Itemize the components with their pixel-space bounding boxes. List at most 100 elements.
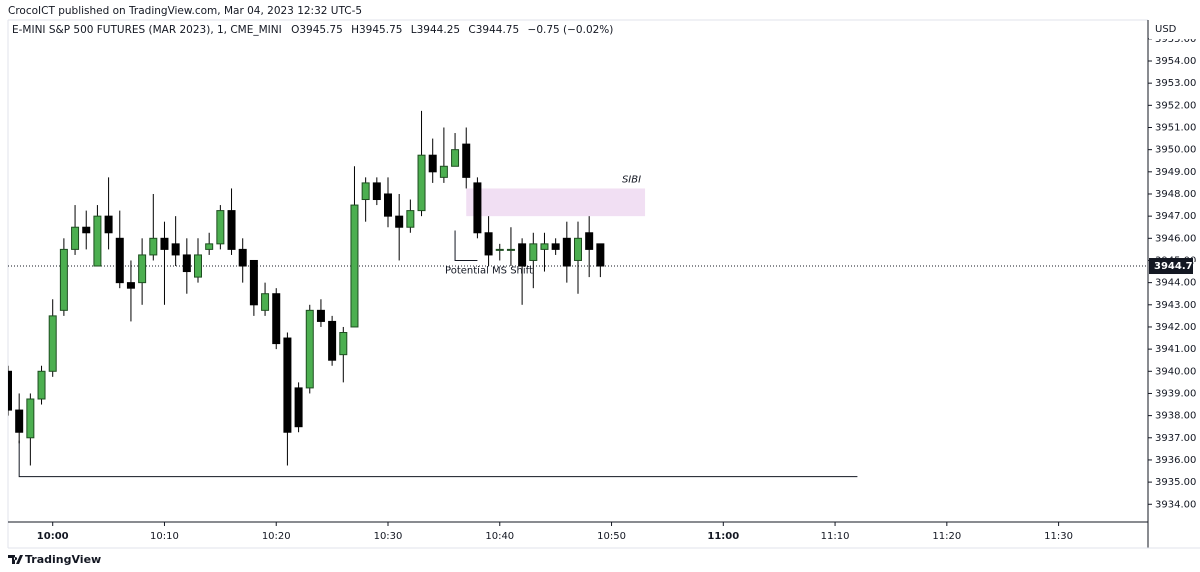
x-tick-label: 10:00 — [37, 531, 69, 542]
y-tick-label: 3940.00 — [1155, 366, 1196, 377]
y-tick-label: 3948.00 — [1155, 189, 1196, 200]
candle-body-down — [596, 243, 605, 267]
ohlc-close: C3944.75 — [468, 24, 519, 36]
y-tick-label: 3953.00 — [1155, 78, 1196, 89]
candle-body-up — [574, 237, 582, 261]
x-tick-label: 10:30 — [374, 531, 403, 542]
candle-body-up — [37, 370, 46, 400]
candle-body-down — [562, 237, 571, 267]
plot-area: SIBI Potential MS Shift — [8, 110, 1148, 478]
candle-body-up — [194, 254, 202, 278]
y-tick-label: 3936.00 — [1155, 455, 1196, 466]
y-tick-label: 3942.00 — [1155, 322, 1196, 333]
ms-shift-line — [454, 230, 478, 261]
x-tick-label: 10:10 — [150, 531, 179, 542]
y-tick-label: 3946.00 — [1155, 233, 1196, 244]
candle-body-down — [126, 282, 135, 289]
candle-body-up — [350, 204, 359, 328]
currency-backdrop — [1149, 21, 1199, 39]
candle-body-up — [406, 210, 415, 228]
candle-body-up — [216, 210, 225, 245]
low-line — [18, 440, 858, 478]
candle-body-down — [227, 210, 236, 250]
published-line: CrocoICT published on TradingView.com, M… — [8, 5, 362, 17]
symbol-line: E-MINI S&P 500 FUTURES (MAR 2023), 1, CM… — [12, 24, 613, 36]
y-tick-label: 3943.00 — [1155, 300, 1196, 311]
ms-shift-label: Potential MS Shift — [445, 265, 533, 276]
ohlc-low: L3944.25 — [411, 24, 460, 36]
y-tick-label: 3955.00 — [1155, 34, 1196, 45]
candle-body-down — [384, 193, 392, 217]
y-tick-label: 3937.00 — [1155, 433, 1196, 444]
candle-body-up — [451, 149, 460, 167]
candle-body-up — [529, 243, 538, 261]
brand-name: TradingView — [25, 553, 101, 566]
y-tick-label: 3941.00 — [1155, 344, 1196, 355]
candle-body-down — [115, 237, 124, 284]
candle-body-up — [339, 332, 348, 356]
candle-body-up — [205, 243, 214, 250]
y-tick-label: 3934.00 — [1155, 499, 1196, 510]
candle-body-down — [372, 182, 381, 201]
candle-body-down — [238, 248, 247, 267]
brand-logo — [8, 555, 23, 564]
sibi-label: SIBI — [622, 174, 641, 185]
candle-body-down — [82, 226, 91, 234]
ohlc-high: H3945.75 — [351, 24, 402, 36]
x-tick-label: 11:00 — [707, 531, 739, 542]
candle-body-down — [15, 409, 24, 433]
candle-body-down — [272, 293, 281, 345]
currency-label: USD — [1155, 24, 1177, 35]
candle-body-up — [495, 248, 504, 251]
candle-body-down — [462, 143, 471, 178]
x-tick-label: 11:20 — [932, 531, 961, 542]
candle-body-down — [473, 182, 482, 234]
y-tick-label: 3939.00 — [1155, 388, 1196, 399]
candle-body-down — [160, 237, 169, 250]
candle-body-up — [261, 293, 270, 311]
candle-body-up — [48, 315, 57, 372]
ohlc-change: −0.75 (−0.02%) — [528, 24, 614, 36]
candle-body-up — [540, 243, 549, 250]
y-tick-label: 3949.00 — [1155, 167, 1196, 178]
candle-body-down — [428, 154, 437, 173]
x-tick-label: 10:20 — [262, 531, 291, 542]
candle-body-down — [249, 259, 258, 306]
candle-body-up — [361, 182, 370, 201]
candle-body-down — [395, 215, 404, 228]
candle-body-down — [104, 215, 113, 234]
y-tick-label: 3938.00 — [1155, 411, 1196, 422]
candle-body-down — [182, 254, 191, 273]
candle-body-up — [59, 248, 68, 311]
candle-body-down — [8, 370, 12, 411]
x-tick-label: 10:50 — [597, 531, 626, 542]
candle-body-down — [484, 232, 493, 256]
x-tick-label: 11:30 — [1044, 531, 1073, 542]
candle-body-up — [93, 215, 102, 267]
y-tick-label: 3952.00 — [1155, 100, 1196, 111]
y-tick-label: 3951.00 — [1155, 122, 1196, 133]
candle-body-up — [305, 309, 314, 389]
candle-body-up — [506, 248, 515, 251]
candle-body-up — [26, 398, 35, 439]
x-tick-label: 11:10 — [821, 531, 850, 542]
symbol-name: E-MINI S&P 500 FUTURES (MAR 2023), 1, CM… — [12, 24, 282, 36]
candle-body-down — [518, 243, 527, 267]
axes: 3934.00 3935.00 3936.00 3937.00 3938.00 3939.… — [37, 34, 1200, 542]
candle-body-down — [171, 243, 180, 256]
sibi-zone — [466, 188, 646, 217]
candle-body-up — [71, 226, 80, 250]
ohlc-open: O3945.75 — [291, 24, 343, 36]
last-price-tag — [1149, 258, 1193, 275]
candle-body-down — [316, 309, 325, 322]
candle-body-down — [551, 243, 560, 250]
candle-body-down — [585, 232, 594, 250]
y-tick-label: 3954.00 — [1155, 56, 1196, 67]
last-price-label: 3944.75 — [1154, 261, 1200, 272]
x-tick-label: 10:40 — [485, 531, 514, 542]
candle-body-up — [138, 254, 147, 284]
candle-body-up — [439, 165, 448, 178]
candle-body-up — [417, 154, 426, 212]
